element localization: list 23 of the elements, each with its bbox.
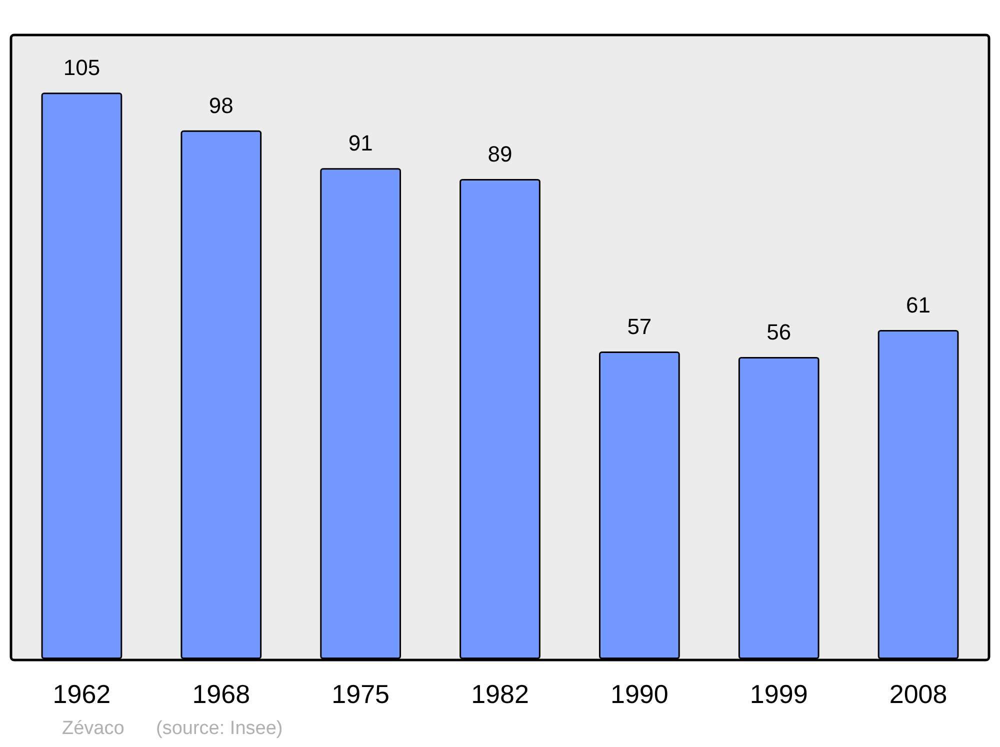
x-tick-label: 1999 [750, 679, 808, 709]
bar [180, 130, 262, 659]
data-label: 98 [208, 92, 234, 118]
x-tick-label: 1975 [332, 679, 390, 709]
data-label: 91 [348, 130, 373, 156]
data-label: 56 [766, 319, 792, 344]
x-tick-label: 1962 [52, 679, 111, 709]
data-label: 89 [488, 141, 512, 166]
x-tick-label: 1990 [610, 679, 668, 709]
data-label: 105 [63, 55, 100, 80]
x-tick-label: 1968 [192, 679, 250, 709]
bar [878, 330, 959, 659]
data-label: 57 [627, 314, 652, 340]
bar [41, 92, 122, 659]
bar [738, 356, 820, 659]
text: (source: Insee) [156, 718, 283, 739]
bar [598, 352, 680, 659]
bar [460, 178, 540, 659]
x-tick-label: 2008 [889, 679, 948, 709]
bar [320, 168, 402, 659]
x-tick-label: 1982 [471, 679, 529, 709]
text: Zévaco [62, 718, 124, 739]
data-label: 61 [906, 292, 931, 318]
